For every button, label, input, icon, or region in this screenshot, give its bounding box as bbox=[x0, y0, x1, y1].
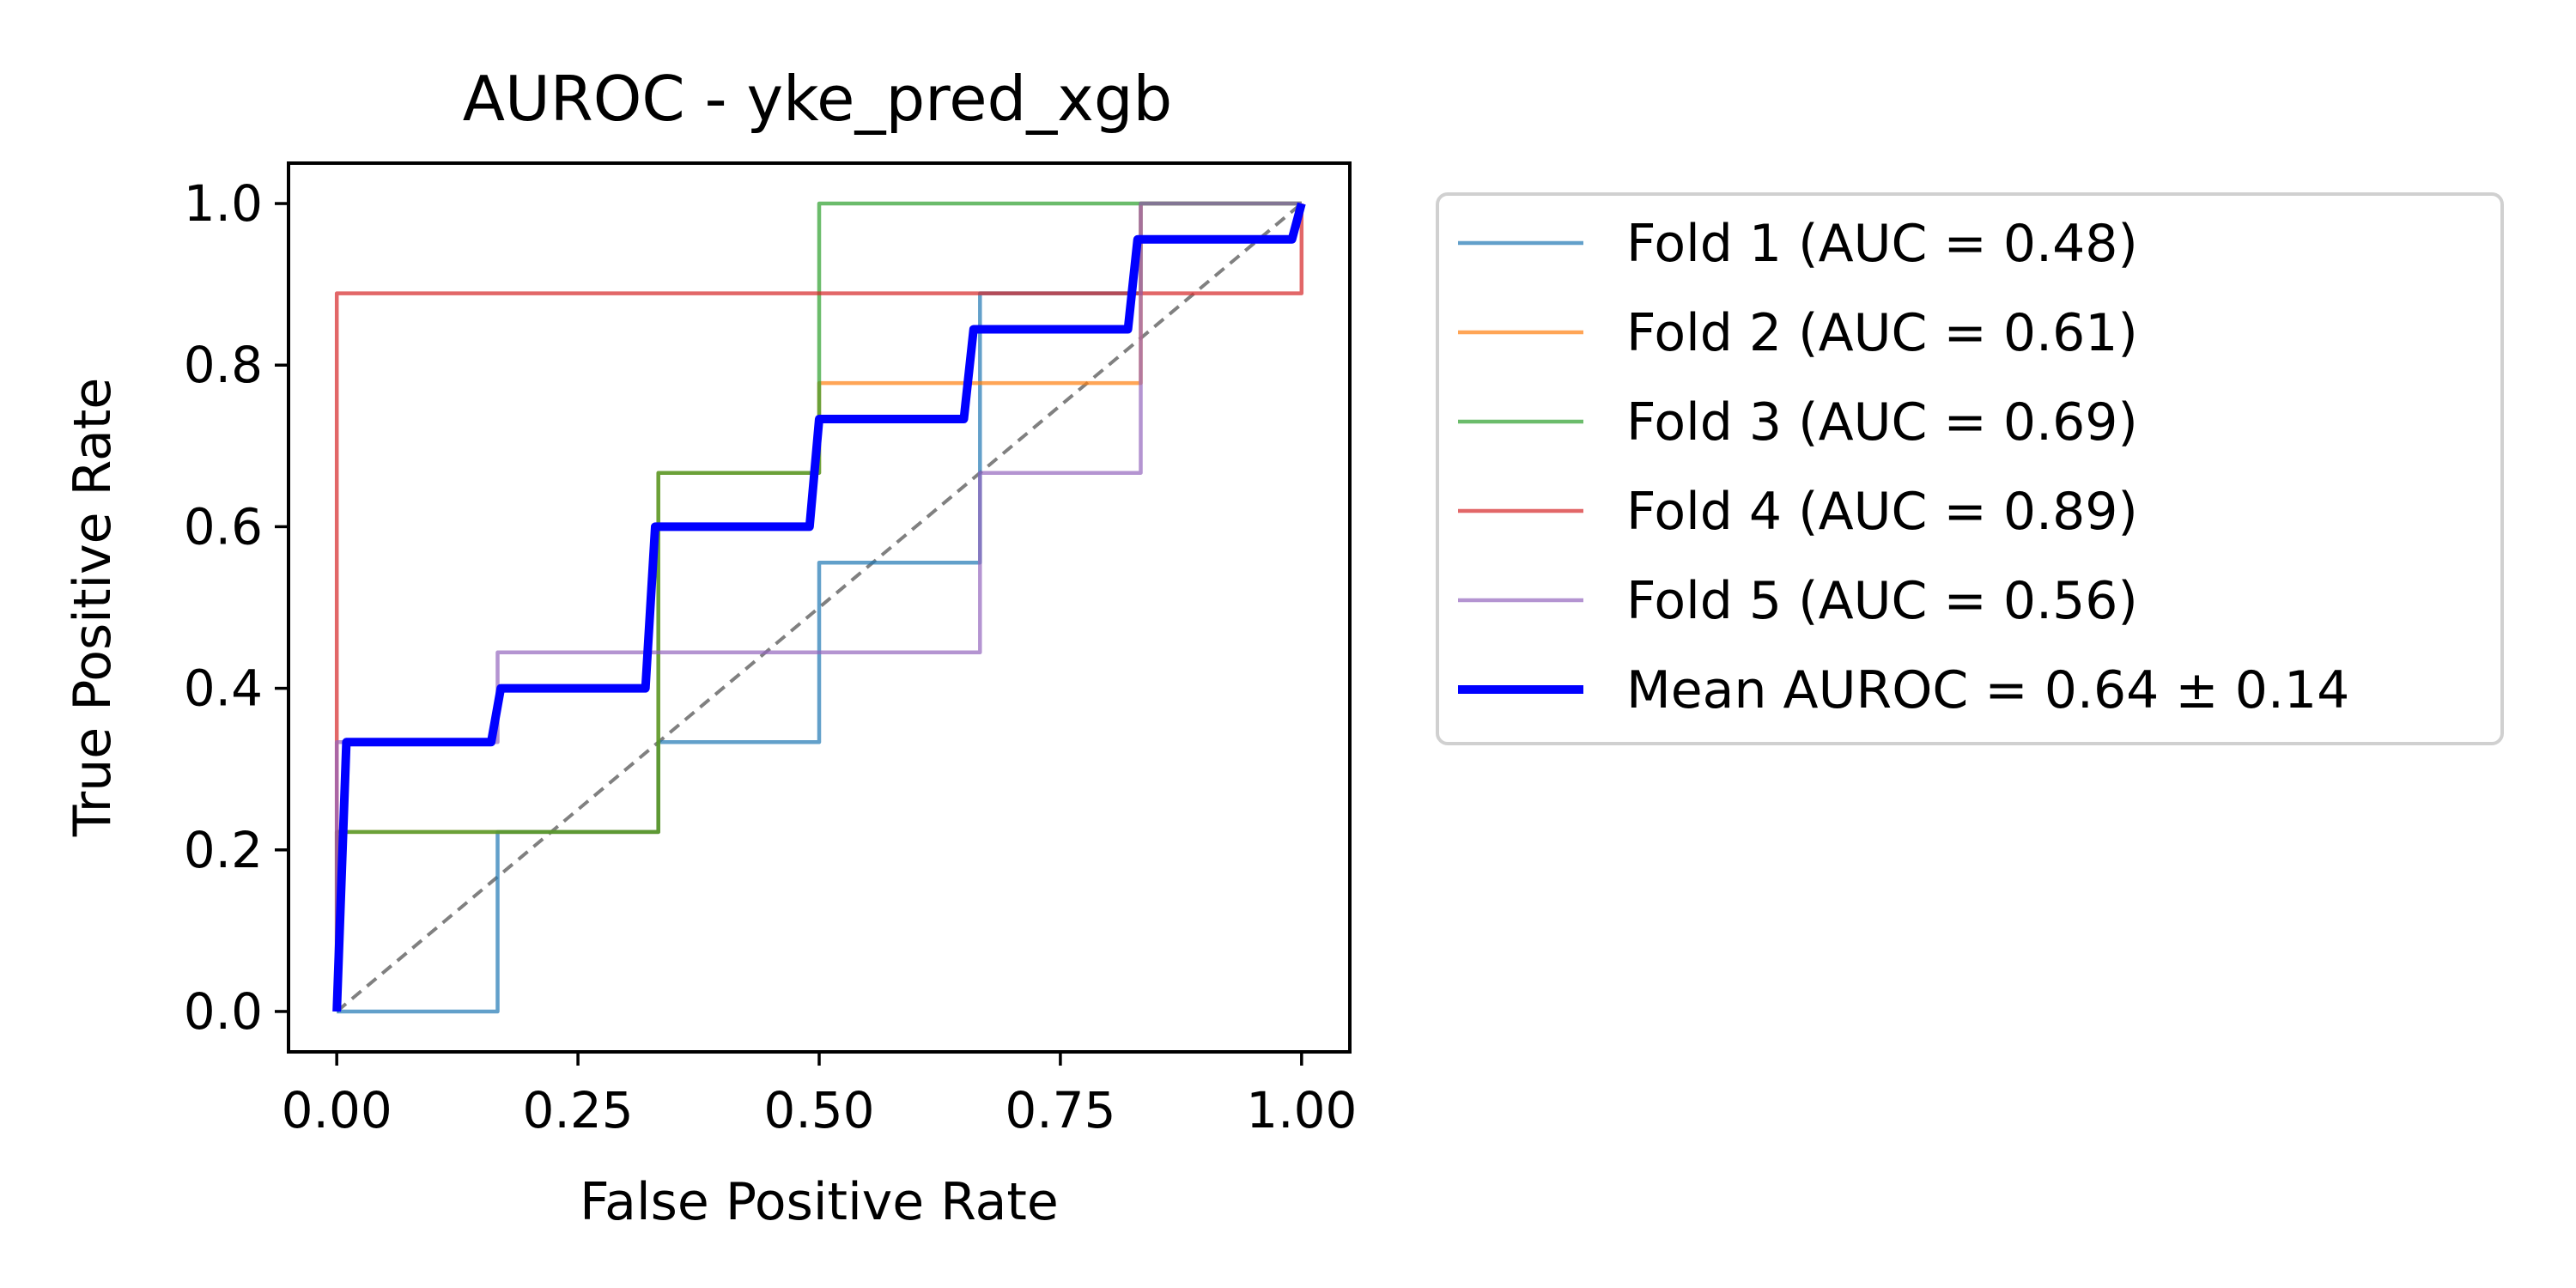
legend-entry-fold-1-auc-0-48: Fold 1 (AUC = 0.48) bbox=[1458, 214, 2138, 274]
legend: Fold 1 (AUC = 0.48) Fold 2 (AUC = 0.61) Fo… bbox=[1436, 192, 2504, 745]
legend-label: Fold 2 (AUC = 0.61) bbox=[1626, 303, 2138, 363]
legend-entry-fold-3-auc-0-69: Fold 3 (AUC = 0.69) bbox=[1458, 392, 2138, 453]
y-axis-label: True Positive Rate bbox=[63, 378, 123, 837]
x-axis: 0.00 0.25 0.50 0.75 1.00 bbox=[282, 1052, 1357, 1139]
legend-entry-mean-auroc-0-64-0-14: Mean AUROC = 0.64 ± 0.14 bbox=[1458, 660, 2349, 720]
x-tick-label: 0.50 bbox=[763, 1081, 874, 1139]
legend-label: Fold 1 (AUC = 0.48) bbox=[1626, 214, 2138, 274]
y-tick-label: 0.8 bbox=[184, 336, 263, 394]
chart-title: AUROC - yke_pred_xgb bbox=[463, 63, 1172, 135]
legend-label: Mean AUROC = 0.64 ± 0.14 bbox=[1626, 660, 2349, 720]
y-tick-label: 0.0 bbox=[184, 982, 263, 1041]
y-tick-label: 0.6 bbox=[184, 497, 263, 556]
legend-label: Fold 4 (AUC = 0.89) bbox=[1626, 482, 2138, 542]
series-line-fold-4 bbox=[334, 204, 1304, 1012]
plot-area bbox=[332, 201, 1306, 1014]
y-tick-label: 0.2 bbox=[184, 821, 263, 879]
legend-entry-fold-5-auc-0-56: Fold 5 (AUC = 0.56) bbox=[1458, 571, 2138, 631]
x-axis-label: False Positive Rate bbox=[580, 1172, 1059, 1232]
x-tick-label: 0.25 bbox=[523, 1081, 634, 1139]
y-tick-label: 1.0 bbox=[184, 174, 263, 233]
x-tick-label: 0.75 bbox=[1005, 1081, 1115, 1139]
y-axis: 0.0 0.2 0.4 0.6 0.8 1.0 bbox=[184, 174, 289, 1041]
legend-label: Fold 5 (AUC = 0.56) bbox=[1626, 571, 2138, 631]
x-tick-label: 0.00 bbox=[282, 1081, 392, 1139]
legend-entry-fold-2-auc-0-61: Fold 2 (AUC = 0.61) bbox=[1458, 303, 2138, 363]
legend-box bbox=[1436, 192, 2504, 745]
series-line-mean bbox=[332, 202, 1306, 1012]
y-tick-label: 0.4 bbox=[184, 659, 263, 718]
legend-label: Fold 3 (AUC = 0.69) bbox=[1626, 392, 2138, 453]
x-tick-label: 1.00 bbox=[1246, 1081, 1357, 1139]
legend-entry-fold-4-auc-0-89: Fold 4 (AUC = 0.89) bbox=[1458, 482, 2138, 542]
